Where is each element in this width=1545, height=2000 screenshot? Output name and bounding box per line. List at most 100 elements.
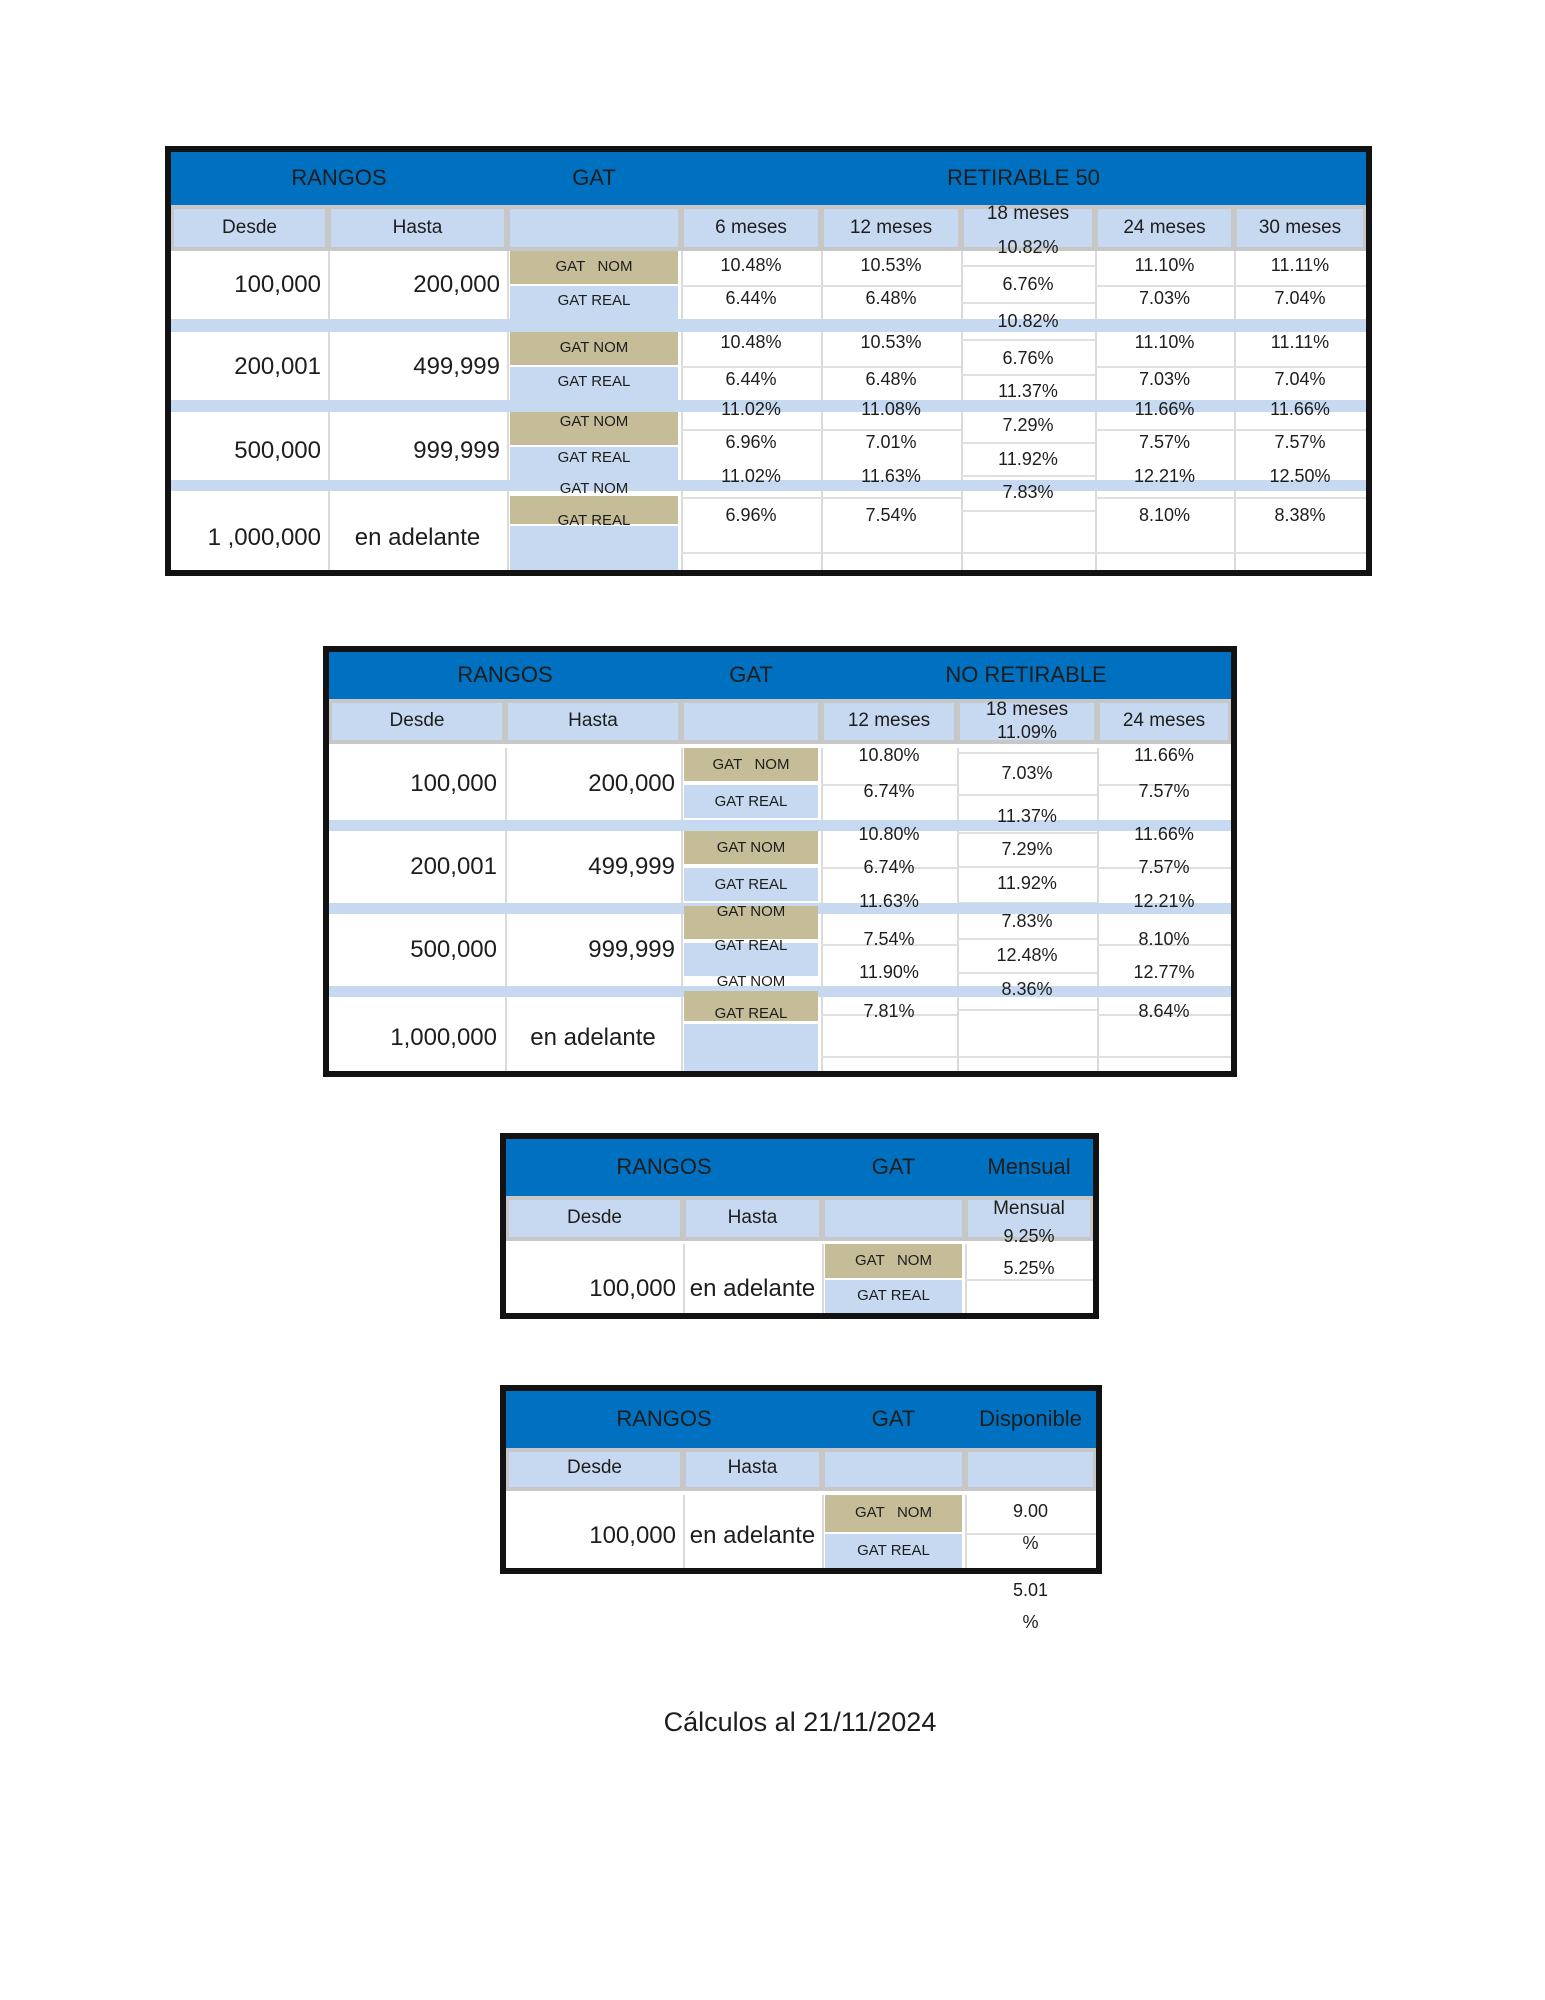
rate-value: 11.08% bbox=[861, 399, 921, 419]
gat-real-chip bbox=[684, 785, 818, 818]
header-cell bbox=[964, 209, 1092, 247]
range-hasta: en adelante bbox=[530, 1024, 656, 1051]
rate-value: 9.00 bbox=[1012, 1501, 1049, 1521]
table-mensual: RANGOS GAT Mensual Desde Hasta Mensual 9… bbox=[500, 1133, 1099, 1319]
rate-value: 11.66% bbox=[1134, 399, 1195, 419]
header-cell bbox=[509, 1452, 680, 1487]
rate-value: 7.57% bbox=[1138, 857, 1190, 877]
table-title-bar bbox=[506, 1391, 1096, 1448]
gridline-v bbox=[822, 1244, 824, 1313]
gat-real-label: GAT REAL bbox=[857, 1542, 930, 1559]
rate-value: 11.37% bbox=[997, 806, 1057, 826]
rate-value: 6.44% bbox=[725, 288, 777, 308]
rate-value: 12.77% bbox=[1133, 962, 1195, 982]
rate-value: 6.48% bbox=[865, 288, 917, 308]
gat-nom-label: GAT NOM bbox=[712, 756, 790, 773]
gat-real-label: GAT REAL bbox=[714, 1005, 788, 1022]
gridline-h bbox=[957, 752, 1097, 754]
rate-value: % bbox=[1022, 1533, 1039, 1553]
gat-nom-chip bbox=[825, 1244, 962, 1278]
rate-value: 6.96% bbox=[725, 505, 777, 525]
gat-nom-chip bbox=[684, 991, 818, 1021]
gat-real-chip bbox=[825, 1280, 962, 1313]
rate-value: 10.48% bbox=[720, 255, 782, 275]
gat-real-chip bbox=[684, 1024, 818, 1071]
gridline-h bbox=[821, 1056, 1231, 1058]
col-header-hasta: Hasta bbox=[392, 217, 443, 238]
gridline-v bbox=[822, 1495, 824, 1568]
rate-value: 7.57% bbox=[1274, 432, 1326, 452]
table-retirable50: RANGOS GAT RETIRABLE 50 Desde Hasta 6 me… bbox=[165, 146, 1372, 576]
gridline-h bbox=[961, 265, 1095, 267]
gat-real-label: GAT REAL bbox=[714, 876, 788, 893]
range-desde: 1,000,000 bbox=[390, 1024, 497, 1051]
rate-value: 11.92% bbox=[998, 449, 1058, 469]
gat-nom-chip bbox=[684, 831, 818, 864]
gat-nom-label: GAT NOM bbox=[555, 258, 633, 275]
table-title-bar bbox=[329, 652, 1231, 699]
rate-value: 11.66% bbox=[1134, 745, 1194, 765]
rate-value: 7.54% bbox=[865, 505, 917, 525]
gridline-h bbox=[957, 794, 1097, 796]
rate-value: 7.03% bbox=[1001, 763, 1053, 783]
header-cell bbox=[331, 209, 504, 247]
col-header-24m: 24 meses bbox=[1122, 710, 1206, 731]
gridline-h bbox=[961, 302, 1095, 304]
band-separator bbox=[171, 480, 1366, 491]
header-cell bbox=[508, 703, 678, 740]
rate-value: 6.48% bbox=[865, 369, 917, 389]
gat-real-chip bbox=[510, 526, 678, 570]
rate-value: 10.48% bbox=[720, 332, 782, 352]
gridline-h bbox=[681, 552, 1366, 554]
col-header-hasta: Hasta bbox=[727, 1457, 778, 1478]
gridline-v bbox=[683, 1244, 685, 1313]
rate-value: % bbox=[1022, 1612, 1039, 1632]
col-header-30m: 30 meses bbox=[1258, 217, 1342, 238]
rate-value: 10.53% bbox=[860, 332, 922, 352]
gridline-h bbox=[681, 429, 961, 431]
gat-nom-label: GAT NOM bbox=[855, 1252, 932, 1269]
gat-real-label: GAT REAL bbox=[714, 937, 788, 954]
rate-value: 7.04% bbox=[1274, 288, 1326, 308]
rate-value: 9.25% bbox=[1003, 1226, 1055, 1246]
gat-real-chip bbox=[510, 447, 678, 480]
gat-nom-label: GAT NOM bbox=[716, 973, 786, 990]
col-header-18m: 18 meses bbox=[985, 699, 1069, 720]
table-title-product: NO RETIRABLE bbox=[945, 662, 1107, 687]
gridline-h bbox=[681, 285, 961, 287]
gridline-h bbox=[957, 972, 1097, 974]
header-cell bbox=[684, 703, 818, 740]
range-hasta: 499,999 bbox=[413, 353, 500, 380]
table-title-rangos: RANGOS bbox=[616, 1406, 712, 1431]
gat-real-chip bbox=[684, 943, 818, 976]
gridline-h bbox=[957, 866, 1097, 868]
header-cell bbox=[686, 1200, 819, 1237]
gridline-h bbox=[821, 784, 957, 786]
header-cell bbox=[824, 703, 954, 740]
rate-value: 6.76% bbox=[1002, 348, 1054, 368]
gat-real-label: GAT REAL bbox=[714, 793, 788, 810]
range-hasta: 499,999 bbox=[588, 853, 675, 880]
header-cell bbox=[968, 1452, 1093, 1487]
gridline-h bbox=[961, 339, 1095, 341]
rate-value: 5.25% bbox=[1003, 1258, 1055, 1278]
gridline-v bbox=[683, 1495, 685, 1568]
gridline-h bbox=[1095, 429, 1366, 431]
rate-value: 6.44% bbox=[725, 369, 777, 389]
range-desde: 200,001 bbox=[410, 853, 497, 880]
table-title-rangos: RANGOS bbox=[291, 165, 387, 190]
col-header-hasta: Hasta bbox=[727, 1207, 778, 1228]
header-cell bbox=[332, 703, 502, 740]
gridline-h bbox=[681, 366, 961, 368]
header-cell bbox=[510, 209, 678, 247]
gridline-h bbox=[961, 475, 1095, 477]
header-cell bbox=[1237, 209, 1363, 247]
range-desde: 500,000 bbox=[410, 936, 497, 963]
header-cell bbox=[968, 1200, 1090, 1237]
rate-value: 12.48% bbox=[996, 945, 1058, 965]
table-title-gat: GAT bbox=[572, 165, 616, 190]
rate-value: 6.74% bbox=[863, 857, 915, 877]
range-hasta: en adelante bbox=[689, 1275, 816, 1302]
table-title-product: Disponible bbox=[979, 1406, 1082, 1431]
